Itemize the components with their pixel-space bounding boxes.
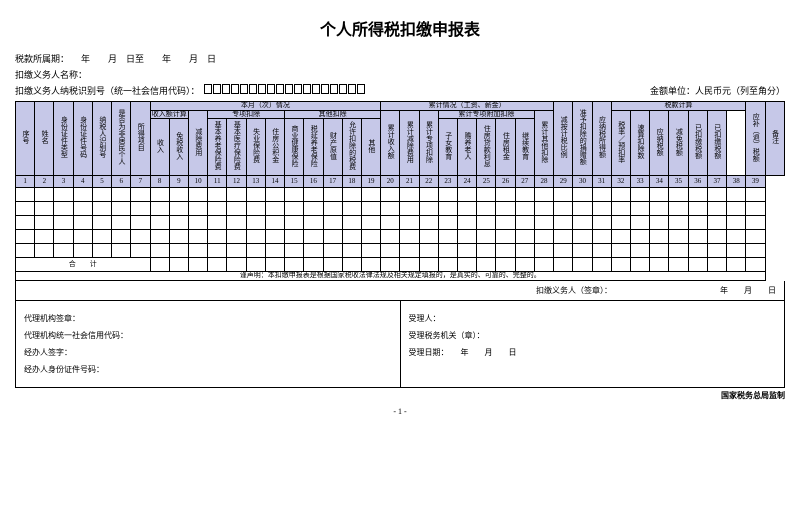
sig-handler: 经办人签字： xyxy=(24,347,392,358)
sig-left: 代理机构签章： 代理机构统一社会信用代码： 经办人签字： 经办人身份证件号码： xyxy=(16,301,401,387)
sig-agency-code: 代理机构统一社会信用代码： xyxy=(24,330,392,341)
sig-right: 受理人： 受理税务机关（章）： 受理日期： 年 月 日 xyxy=(401,301,785,387)
page-number: - 1 - xyxy=(15,407,785,416)
unit-label: 金额单位：人民币元（列至角分） xyxy=(650,84,785,97)
signature-top: 扣缴义务人（签章）： 年 月 日 xyxy=(15,281,785,301)
signature-area: 代理机构签章： 代理机构统一社会信用代码： 经办人签字： 经办人身份证件号码： … xyxy=(15,301,785,388)
period-text: 年 月 日至 年 月 日 xyxy=(81,52,216,65)
sig-receiver: 受理人： xyxy=(409,313,777,324)
agent-name-label: 扣缴义务人名称： xyxy=(15,68,87,81)
id-boxes xyxy=(204,84,365,97)
sig-office: 受理税务机关（章）： xyxy=(409,330,777,341)
sig-handler-id: 经办人身份证件号码： xyxy=(24,364,392,375)
page-title: 个人所得税扣缴申报表 xyxy=(15,16,785,40)
sig-agency: 代理机构签章： xyxy=(24,313,392,324)
footer-issuer: 国家税务总局监制 xyxy=(15,390,785,401)
meta-agent-id: 扣缴义务人纳税识别号（统一社会信用代码）： 金额单位：人民币元（列至角分） xyxy=(15,84,785,97)
meta-agent-name: 扣缴义务人名称： xyxy=(15,68,785,81)
period-label: 税款所属期： xyxy=(15,52,69,65)
meta-period: 税款所属期： 年 月 日至 年 月 日 xyxy=(15,52,785,65)
sig-date: 受理日期： 年 月 日 xyxy=(409,347,777,358)
agent-id-label: 扣缴义务人纳税识别号（统一社会信用代码）： xyxy=(15,84,200,97)
main-table: 序号姓名身份证件类型身份证件号码纳税人识别号是否为非居民个人所得项目本月（次）情… xyxy=(15,101,785,281)
